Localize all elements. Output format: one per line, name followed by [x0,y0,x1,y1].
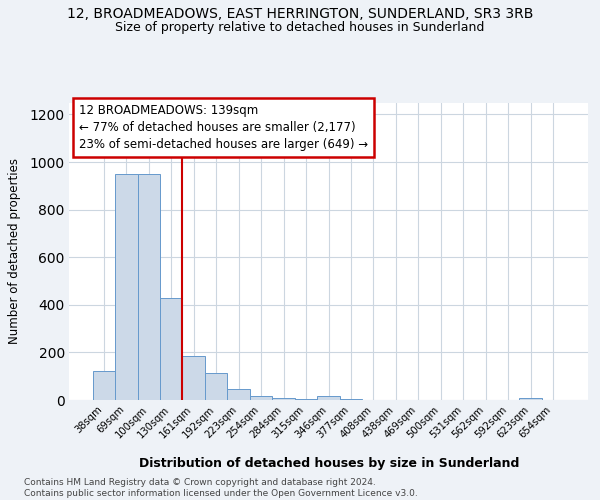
Bar [227,389,250,400]
Text: Contains HM Land Registry data © Crown copyright and database right 2024.
Contai: Contains HM Land Registry data © Crown c… [24,478,418,498]
Text: Distribution of detached houses by size in Sunderland: Distribution of detached houses by size … [139,458,519,470]
Bar [520,398,542,400]
Bar [137,174,160,400]
Bar [92,372,115,400]
Bar [115,174,137,400]
Bar [205,373,227,400]
Bar [317,396,340,400]
Bar [272,398,295,400]
Y-axis label: Number of detached properties: Number of detached properties [8,158,22,344]
Text: 12 BROADMEADOWS: 139sqm
← 77% of detached houses are smaller (2,177)
23% of semi: 12 BROADMEADOWS: 139sqm ← 77% of detache… [79,104,368,151]
Bar [160,298,182,400]
Bar [250,396,272,400]
Text: 12, BROADMEADOWS, EAST HERRINGTON, SUNDERLAND, SR3 3RB: 12, BROADMEADOWS, EAST HERRINGTON, SUNDE… [67,8,533,22]
Bar [182,356,205,400]
Text: Size of property relative to detached houses in Sunderland: Size of property relative to detached ho… [115,21,485,34]
